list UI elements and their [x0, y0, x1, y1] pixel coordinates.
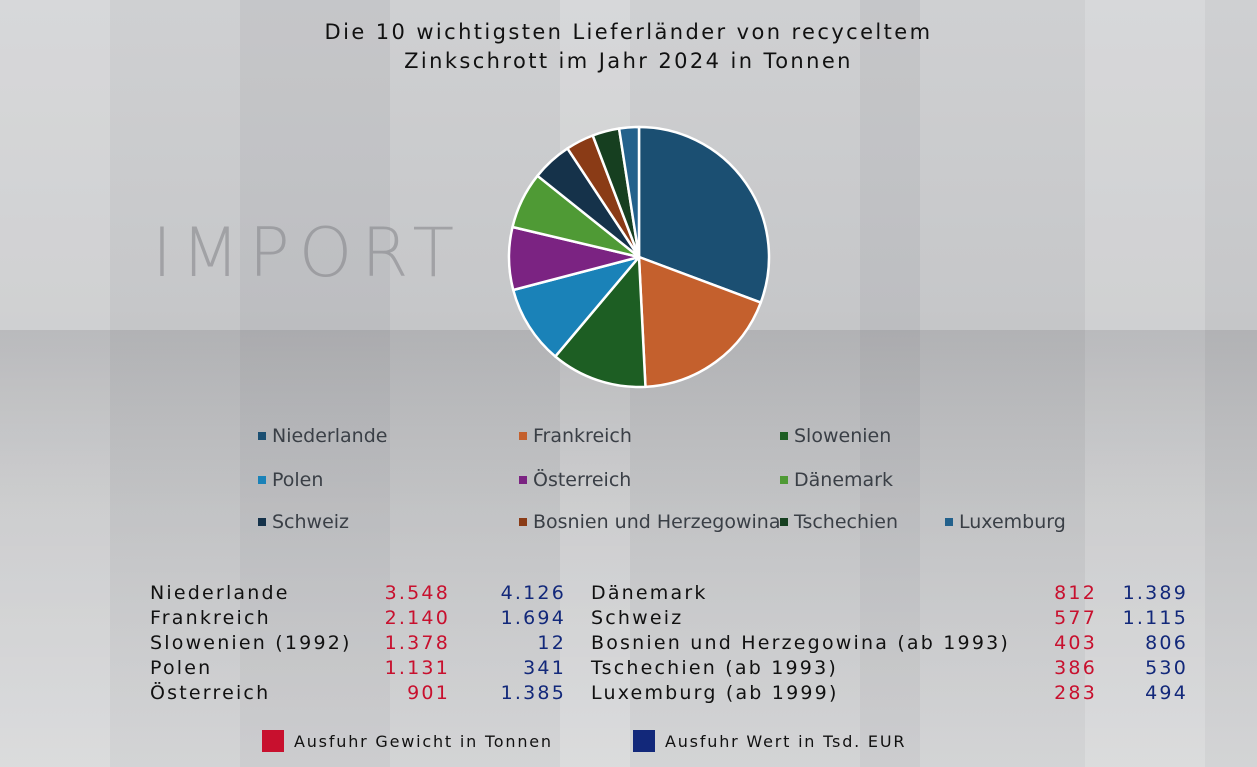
background-shade	[860, 0, 920, 767]
legend-item: Tschechien	[780, 510, 898, 534]
legend-item: Österreich	[519, 468, 631, 492]
key-weight: Ausfuhr Gewicht in Tonnen	[262, 730, 553, 752]
row-weight: 1.131	[384, 657, 450, 679]
legend-swatch	[780, 476, 788, 484]
row-country: Luxemburg (ab 1999)	[591, 682, 839, 704]
legend-swatch	[945, 518, 953, 526]
row-value: 1.389	[1122, 582, 1188, 604]
row-value: 494	[1145, 682, 1188, 704]
legend-swatch	[519, 432, 527, 440]
row-weight: 3.548	[384, 582, 450, 604]
legend-label: Bosnien und Herzegowina	[533, 511, 781, 533]
row-value: 4.126	[500, 582, 566, 604]
row-country: Bosnien und Herzegowina (ab 1993)	[591, 632, 1011, 654]
legend-swatch	[780, 432, 788, 440]
row-value: 12	[537, 632, 566, 654]
row-weight: 901	[407, 682, 450, 704]
table-row: Niederlande 3.548 4.126	[150, 582, 566, 607]
row-value: 806	[1145, 632, 1188, 654]
chart-title-line2: Zinkschrott im Jahr 2024 in Tonnen	[404, 49, 853, 73]
table-row: Bosnien und Herzegowina (ab 1993) 403 806	[591, 632, 1188, 657]
table-row: Luxemburg (ab 1999) 283 494	[591, 682, 1188, 707]
legend-label: Niederlande	[272, 425, 388, 447]
row-weight: 283	[1054, 682, 1097, 704]
key-value: Ausfuhr Wert in Tsd. EUR	[633, 730, 906, 752]
key-value-label: Ausfuhr Wert in Tsd. EUR	[665, 731, 907, 751]
table-row: Schweiz 577 1.115	[591, 607, 1188, 632]
row-country: Niederlande	[150, 582, 290, 604]
legend-label: Luxemburg	[959, 511, 1066, 533]
legend-item: Slowenien	[780, 424, 891, 448]
row-weight: 812	[1054, 582, 1097, 604]
row-value: 1.385	[500, 682, 566, 704]
key-weight-label: Ausfuhr Gewicht in Tonnen	[294, 731, 553, 751]
import-watermark: IMPORT	[152, 214, 464, 293]
row-country: Dänemark	[591, 582, 708, 604]
row-weight: 1.378	[384, 632, 450, 654]
row-value: 1.694	[500, 607, 566, 629]
row-value: 341	[523, 657, 566, 679]
table-row: Slowenien (1992) 1.378 12	[150, 632, 566, 657]
legend-item: Niederlande	[258, 424, 387, 448]
row-weight: 2.140	[384, 607, 450, 629]
row-weight: 577	[1054, 607, 1097, 629]
legend-swatch	[519, 518, 527, 526]
legend-label: Österreich	[533, 469, 632, 491]
legend-label: Slowenien	[794, 425, 892, 447]
row-country: Slowenien (1992)	[150, 632, 352, 654]
legend-label: Tschechien	[794, 511, 899, 533]
legend-swatch	[780, 518, 788, 526]
chart-title-line1: Die 10 wichtigsten Lieferländer von recy…	[324, 20, 933, 44]
pie-slice-niederlande	[637, 125, 771, 304]
background-floor	[0, 330, 1257, 767]
legend-item: Schweiz	[258, 510, 349, 534]
legend-item: Dänemark	[780, 468, 893, 492]
legend-swatch	[258, 518, 266, 526]
table-row: Österreich 901 1.385	[150, 682, 566, 707]
key-weight-swatch	[262, 730, 284, 752]
pie-slice-luxemburg	[617, 125, 641, 259]
legend-swatch	[258, 432, 266, 440]
legend-label: Polen	[272, 469, 324, 491]
legend-swatch	[519, 476, 527, 484]
legend-label: Dänemark	[794, 469, 893, 491]
pie-slice-slowenien	[554, 255, 647, 389]
background-pillar	[0, 0, 110, 767]
background-shade	[240, 0, 390, 767]
legend-item: Frankreich	[519, 424, 632, 448]
row-value: 1.115	[1122, 607, 1188, 629]
legend-swatch	[258, 476, 266, 484]
row-country: Polen	[150, 657, 213, 679]
legend-label: Frankreich	[533, 425, 632, 447]
pie-slice-frankreich	[637, 255, 763, 389]
row-country: Frankreich	[150, 607, 271, 629]
row-value: 530	[1145, 657, 1188, 679]
chart-title: Die 10 wichtigsten Lieferländer von recy…	[0, 18, 1257, 76]
legend-item: Luxemburg	[945, 510, 1066, 534]
table-row: Dänemark 812 1.389	[591, 582, 1188, 607]
table-row: Frankreich 2.140 1.694	[150, 607, 566, 632]
row-country: Österreich	[150, 682, 271, 704]
background-pillar	[1085, 0, 1205, 767]
legend-label: Schweiz	[272, 511, 350, 533]
legend-item: Polen	[258, 468, 323, 492]
table-row: Tschechien (ab 1993) 386 530	[591, 657, 1188, 682]
row-country: Schweiz	[591, 607, 684, 629]
row-weight: 386	[1054, 657, 1097, 679]
row-country: Tschechien (ab 1993)	[591, 657, 838, 679]
key-value-swatch	[633, 730, 655, 752]
table-row: Polen 1.131 341	[150, 657, 566, 682]
legend-item: Bosnien und Herzegowina	[519, 510, 780, 534]
row-weight: 403	[1054, 632, 1097, 654]
